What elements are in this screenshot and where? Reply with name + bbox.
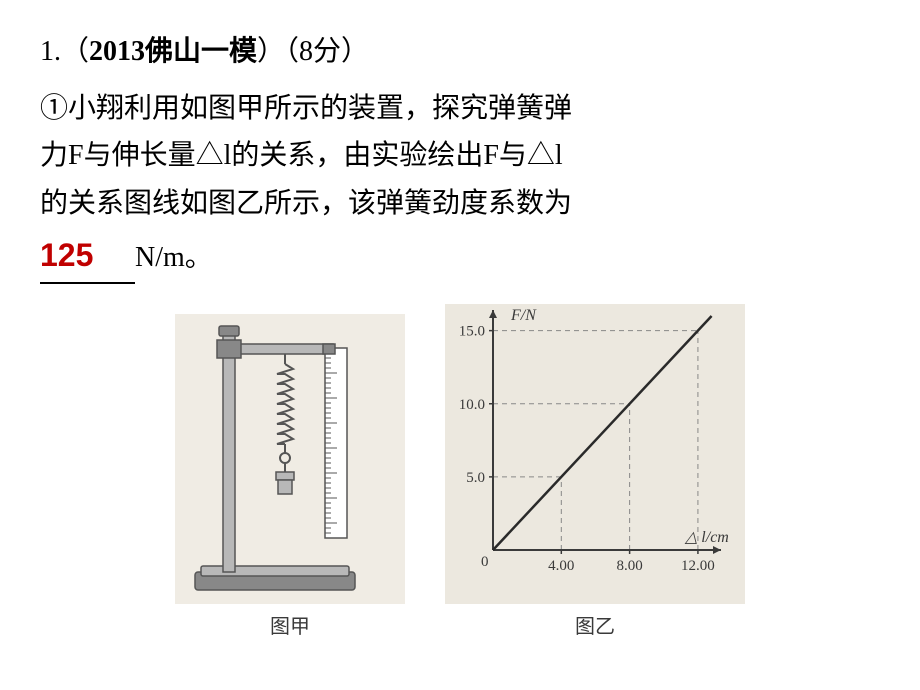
svg-text:△ l/cm: △ l/cm <box>684 529 729 546</box>
svg-text:8.00: 8.00 <box>616 558 642 574</box>
svg-text:10.0: 10.0 <box>459 397 485 413</box>
body-line-3: 的关系图线如图乙所示，该弹簧劲度系数为 <box>40 180 880 228</box>
figures-row: 图甲 0 5.0 10.0 15.0 4.00 8.00 12.00 F/N △ l/cm 图乙 <box>40 304 880 639</box>
body-line-2: 力F与伸长量△l的关系，由实验绘出F与△l <box>40 132 880 180</box>
svg-text:0: 0 <box>481 554 489 570</box>
svg-text:F/N: F/N <box>510 307 537 324</box>
figure-b-chart: 0 5.0 10.0 15.0 4.00 8.00 12.00 F/N △ l/cm <box>445 304 745 604</box>
svg-text:12.00: 12.00 <box>681 558 715 574</box>
body-line-1: ①小翔利用如图甲所示的装置，探究弹簧弹 <box>40 85 880 133</box>
answer-line: 125 N/m。 <box>40 228 880 284</box>
figure-a-diagram <box>175 314 405 604</box>
svg-text:15.0: 15.0 <box>459 324 485 340</box>
unit-text: N/m。 <box>135 242 213 273</box>
exam-source: 2013佛山一模 <box>89 36 257 67</box>
answer-value: 125 <box>40 237 93 273</box>
question-number-suffix: ）（8分） <box>257 36 369 67</box>
figure-b-wrap: 0 5.0 10.0 15.0 4.00 8.00 12.00 F/N △ l/cm 图乙 <box>445 304 745 639</box>
question-header: 1.（2013佛山一模）（8分） <box>40 30 880 75</box>
svg-text:4.00: 4.00 <box>548 558 574 574</box>
question-body: ①小翔利用如图甲所示的装置，探究弹簧弹 力F与伸长量△l的关系，由实验绘出F与△… <box>40 85 880 284</box>
figure-a-caption: 图甲 <box>270 610 310 639</box>
question-number-prefix: 1.（ <box>40 36 89 67</box>
answer-blank: 125 <box>40 228 135 284</box>
svg-text:5.0: 5.0 <box>466 470 485 486</box>
figure-a-wrap: 图甲 <box>175 314 405 639</box>
figure-b-caption: 图乙 <box>575 610 615 639</box>
